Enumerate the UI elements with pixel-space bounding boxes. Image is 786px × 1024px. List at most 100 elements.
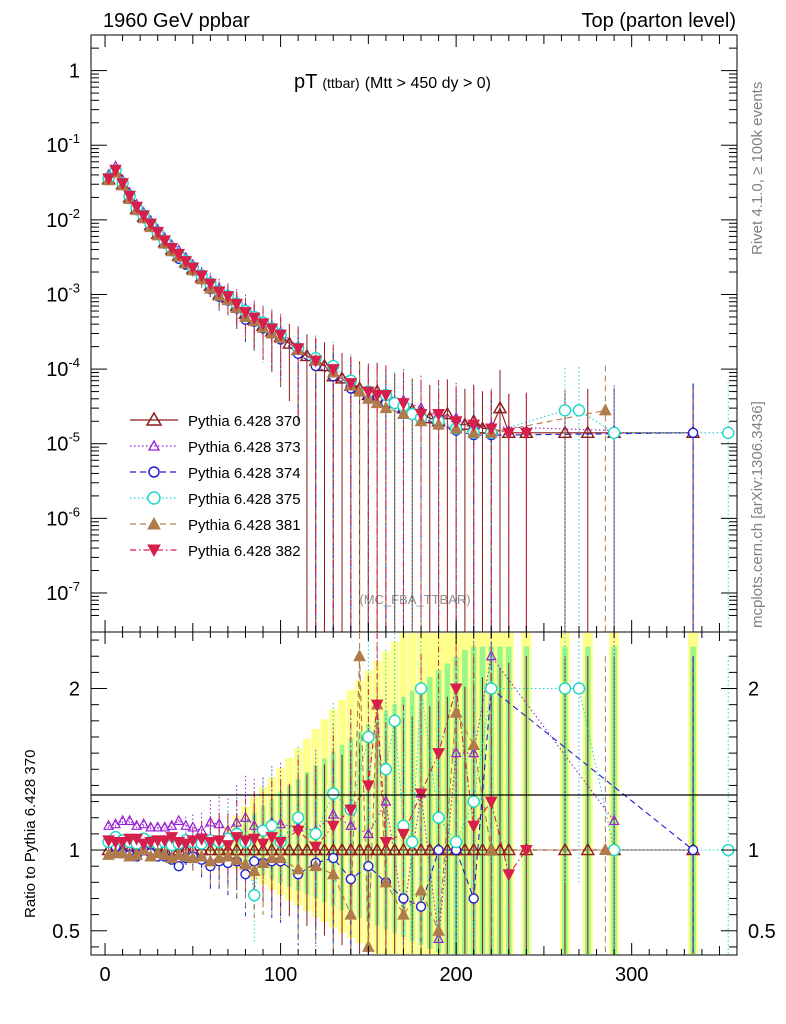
- ratio-point: [221, 849, 235, 862]
- series-markers: [101, 160, 735, 952]
- ratio-point: [265, 819, 279, 832]
- ratio-point: [557, 842, 573, 856]
- ratio-point: [449, 683, 463, 696]
- ratio-point: [379, 763, 393, 776]
- ratio-point: [256, 838, 270, 851]
- data-point: [607, 426, 621, 440]
- ratio-point: [327, 808, 339, 819]
- ratio-point: [449, 835, 463, 849]
- ratio-point: [352, 842, 367, 856]
- data-point: [179, 256, 193, 269]
- ratio-point: [103, 819, 115, 830]
- ratio-point: [145, 821, 157, 832]
- data-point: [165, 242, 179, 256]
- ratio-point: [291, 825, 305, 838]
- data-point: [397, 398, 410, 411]
- ratio-point: [124, 814, 136, 826]
- ratio-point: [204, 816, 216, 827]
- ratio-point: [466, 842, 481, 856]
- ratio-point: [468, 746, 480, 758]
- data-point: [137, 210, 150, 223]
- ratio-point: [467, 795, 480, 808]
- ratio-point: [187, 821, 199, 832]
- y-tick-label: 10-7: [46, 579, 80, 605]
- ratio-point: [221, 840, 235, 853]
- x-tick-label: 200: [439, 964, 472, 986]
- data-point: [475, 421, 490, 434]
- legend-marker-382: [147, 544, 161, 558]
- ratio-frame: [90, 631, 738, 956]
- data-point: [344, 378, 358, 391]
- ratio-point: [485, 649, 497, 661]
- ratio-point: [309, 841, 323, 854]
- ratio-point: [309, 827, 322, 841]
- ratio-point: [558, 682, 572, 695]
- ratio-point: [484, 796, 498, 809]
- ratio-point: [204, 854, 217, 867]
- ratio-point: [152, 821, 164, 832]
- ratio-point: [212, 835, 226, 848]
- y-tick-label: 10-3: [46, 280, 80, 306]
- data-point: [502, 427, 516, 440]
- data-point: [440, 406, 455, 420]
- legend-entry: Pythia 6.428 375: [130, 491, 301, 508]
- ratio-point: [457, 842, 473, 856]
- data-point: [370, 389, 384, 403]
- ratio-point: [414, 788, 428, 801]
- ratio-point: [432, 923, 445, 936]
- data-point: [558, 404, 572, 417]
- ratio-point: [116, 836, 129, 850]
- ratio-point: [186, 835, 200, 848]
- ratio-tick-label-right: 2: [748, 679, 759, 701]
- y-tick-label: 10-6: [46, 504, 80, 530]
- ratio-point: [137, 838, 150, 851]
- ratio-point: [248, 819, 260, 830]
- ratio-point: [144, 836, 158, 850]
- ratio-point: [353, 649, 366, 662]
- ratio-point: [467, 737, 481, 751]
- legend-label: Pythia 6.428 382: [188, 543, 301, 560]
- chart-title-main: pT: [294, 71, 317, 93]
- ratio-point: [247, 863, 261, 877]
- ratio-point: [239, 835, 252, 848]
- ratio-point: [450, 746, 462, 758]
- ratio-point: [369, 842, 385, 856]
- ratio-point: [291, 811, 305, 824]
- ratio-point: [492, 842, 508, 856]
- series-line-main: [108, 168, 527, 434]
- series-line-main: [108, 170, 694, 434]
- ratio-point: [449, 705, 463, 718]
- y-tick-label: 10-2: [46, 206, 80, 232]
- ratio-point: [501, 842, 516, 856]
- data-point: [414, 409, 428, 422]
- legend-label: Pythia 6.428 374: [188, 465, 301, 482]
- data-point: [370, 396, 384, 409]
- ratio-point: [327, 787, 340, 800]
- ratio-point: [326, 820, 340, 833]
- ratio-point: [520, 845, 533, 858]
- ratio-point: [345, 819, 357, 830]
- ratio-point: [361, 842, 376, 856]
- ratio-point: [159, 821, 171, 832]
- ratio-point: [326, 867, 340, 880]
- ratio-point: [502, 869, 516, 882]
- ratio-point: [687, 844, 699, 856]
- ratio-point: [362, 730, 375, 744]
- ratio-point: [138, 817, 150, 829]
- ratio-point: [484, 842, 498, 856]
- ratio-point: [432, 811, 445, 824]
- ratio-point: [291, 862, 305, 875]
- ratio-point: [195, 833, 208, 846]
- series-line-main: [108, 169, 729, 434]
- ratio-point: [467, 820, 481, 833]
- data-point: [109, 164, 122, 177]
- ratio-point: [468, 893, 479, 904]
- ratio-point: [117, 814, 129, 826]
- ratio-point: [186, 851, 200, 864]
- legend-entry: Pythia 6.428 381: [130, 516, 301, 534]
- ratio-point: [239, 811, 251, 822]
- ratio-point: [309, 859, 323, 872]
- ratio-point: [265, 832, 279, 845]
- data-point: [144, 218, 158, 231]
- ratio-point: [432, 748, 445, 761]
